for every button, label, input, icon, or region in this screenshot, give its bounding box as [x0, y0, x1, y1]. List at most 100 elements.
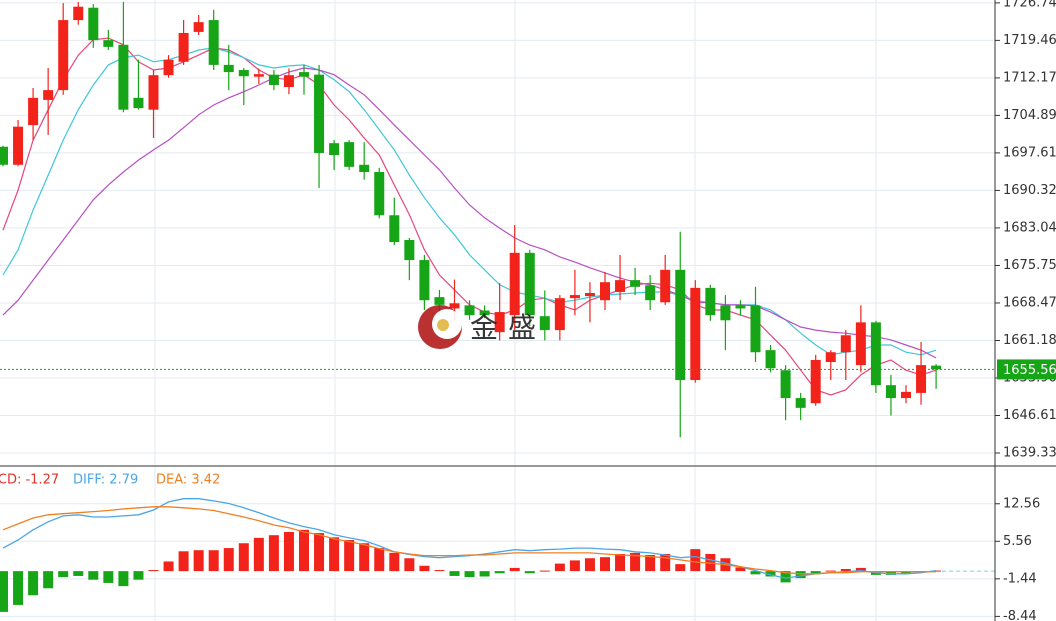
line — [2, 47, 937, 356]
candle-body — [434, 297, 445, 305]
histogram-bar — [524, 571, 535, 574]
y-tick-label: 5.56 — [1003, 534, 1032, 549]
line — [2, 67, 937, 359]
candle-body — [675, 269, 686, 381]
histogram-bar — [479, 571, 490, 577]
histogram-bar — [178, 551, 189, 572]
candle-body — [600, 282, 610, 301]
histogram-bar — [539, 570, 550, 572]
candle-body — [720, 305, 731, 321]
candle-body — [916, 365, 927, 393]
y-tick-label: 1697.61 — [1003, 145, 1056, 160]
histogram-bar — [584, 558, 595, 572]
y-tick-label: 1675.75 — [1003, 258, 1056, 273]
candle-body — [344, 142, 355, 167]
candle-body — [885, 385, 896, 399]
histogram-bar — [88, 571, 99, 580]
histogram-bar — [885, 571, 896, 575]
candle-body — [208, 20, 219, 65]
histogram-bar — [645, 555, 656, 572]
histogram-bar — [344, 540, 355, 572]
candle-body — [419, 260, 430, 301]
candle-body — [539, 316, 550, 331]
histogram-bar — [58, 571, 69, 578]
y-tick-label: 12.56 — [1003, 496, 1040, 511]
candle-body — [163, 59, 174, 76]
histogram-bar — [268, 535, 279, 572]
histogram-bar — [449, 571, 460, 576]
histogram-bar — [795, 571, 806, 579]
histogram-bar — [630, 552, 641, 572]
histogram-bar — [600, 557, 610, 572]
candle-body — [193, 22, 204, 32]
histogram-bar — [840, 568, 851, 572]
candle-body — [0, 146, 8, 165]
histogram-bar — [569, 560, 580, 572]
candle-body — [73, 6, 84, 21]
line — [2, 506, 937, 575]
candle-body — [735, 305, 746, 309]
candle-body — [314, 74, 325, 153]
candle-body — [103, 40, 114, 47]
histogram-bar — [374, 548, 385, 572]
logo-dot — [437, 319, 449, 331]
histogram-bar — [389, 552, 400, 572]
histogram-bar — [359, 543, 370, 572]
candle-body — [479, 310, 490, 316]
histogram-bar — [825, 570, 836, 572]
histogram-bar — [253, 537, 264, 572]
candle-body — [750, 305, 761, 353]
histogram-bar — [118, 571, 129, 587]
candle-body — [645, 285, 656, 301]
candle-body — [13, 126, 24, 165]
candle-body — [660, 269, 671, 303]
y-tick-label: 1661.18 — [1003, 333, 1056, 348]
histogram-bar — [735, 567, 746, 572]
last-price-label: 1655.56 — [1003, 363, 1056, 378]
candle-body — [148, 75, 159, 110]
candle-body — [584, 293, 595, 297]
histogram-bar — [299, 529, 309, 572]
plot — [0, 2, 995, 612]
histogram-bar — [223, 548, 234, 572]
histogram-bar — [780, 571, 791, 583]
candle-body — [855, 322, 866, 366]
histogram-bar — [314, 533, 325, 572]
macd-label: MACD: -1.27 — [0, 473, 59, 488]
candle-body — [795, 398, 806, 408]
y-tick-label: 1668.47 — [1003, 295, 1056, 310]
candle-body — [223, 64, 234, 73]
y-tick-label: -1.44 — [1003, 571, 1037, 586]
histogram-bar — [509, 567, 520, 572]
histogram-bar — [329, 537, 340, 572]
candle-body — [810, 359, 821, 404]
histogram-bar — [43, 571, 54, 589]
histogram-bar — [901, 571, 911, 574]
y-tick-label: 1639.33 — [1003, 446, 1056, 461]
histogram-bar — [750, 571, 761, 575]
candle-body — [569, 295, 580, 299]
candle-body — [765, 350, 776, 369]
histogram-bar — [554, 563, 565, 572]
histogram-bar — [238, 543, 249, 572]
y-tick-label: 1704.89 — [1003, 108, 1056, 123]
candle-body — [449, 303, 460, 309]
candle-body — [389, 215, 400, 243]
candle-body — [705, 287, 716, 316]
candle-body — [825, 352, 836, 363]
histogram-bar — [103, 571, 114, 583]
histogram-bar — [855, 567, 866, 572]
candle-body — [524, 252, 535, 316]
histogram-bar — [163, 561, 174, 572]
y-tick-label: 1690.32 — [1003, 183, 1056, 198]
histogram-bar — [419, 565, 430, 572]
candle-body — [615, 280, 626, 292]
candle-body — [58, 20, 69, 91]
histogram-bar — [208, 550, 219, 572]
candle-body — [404, 239, 415, 261]
candle-body — [374, 171, 385, 216]
candle-body — [43, 90, 54, 100]
candle-body — [133, 97, 144, 109]
histogram-bar — [133, 571, 144, 580]
